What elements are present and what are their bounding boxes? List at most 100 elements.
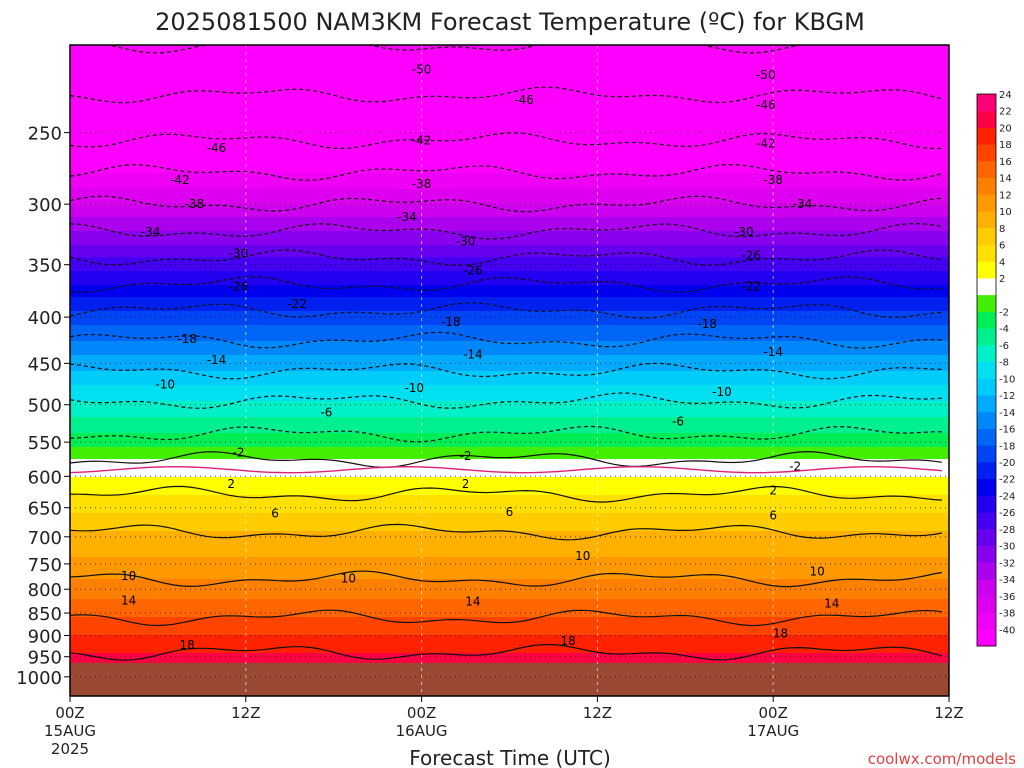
heatmap-band	[70, 569, 949, 572]
heatmap-band	[70, 111, 949, 114]
colorbar-label: 8	[999, 224, 1005, 235]
contour-labels: -50 -50 -46 -46 -46 -42 -42 -42 -38 -38 -38 -34 -34 -…	[121, 63, 839, 652]
heatmap-band	[70, 153, 949, 156]
contour-label: -42	[412, 133, 432, 147]
heatmap-band	[70, 585, 949, 588]
heatmap-band	[70, 483, 949, 486]
heatmap-band	[70, 349, 949, 352]
contour-label: -42	[170, 173, 190, 187]
heatmap-band	[70, 305, 949, 308]
colorbar-swatch	[977, 478, 996, 496]
colorbar: -40-38-36-34-32-30-28-26-24-22-20-18-16-…	[976, 90, 1015, 647]
contour-label: -2	[789, 459, 801, 473]
heatmap-band	[70, 657, 949, 660]
heatmap-band	[70, 221, 949, 224]
heatmap-band	[70, 359, 949, 362]
heatmap-band	[70, 625, 949, 628]
heatmap-band	[70, 391, 949, 394]
colorbar-label: -20	[999, 458, 1015, 469]
heatmap-band	[70, 171, 949, 174]
x-tick-date: 15AUG	[44, 722, 96, 740]
heatmap-band	[70, 157, 949, 160]
y-tick-label: 450	[28, 354, 62, 375]
colorbar-label: -34	[999, 575, 1015, 586]
contour-label: 14	[465, 594, 480, 608]
contour-label: -18	[177, 332, 197, 346]
heatmap-band	[70, 137, 949, 140]
colorbar-label: -12	[999, 391, 1015, 402]
heatmap-band	[70, 151, 949, 154]
x-tick-label: 12Z	[934, 704, 963, 722]
heatmap-band	[70, 317, 949, 320]
heatmap-band	[70, 535, 949, 538]
colorbar-swatch	[977, 629, 996, 647]
heatmap-band	[70, 469, 949, 472]
heatmap-band	[70, 233, 949, 236]
heatmap-band	[70, 65, 949, 68]
heatmap-band	[70, 357, 949, 360]
heatmap-band	[70, 245, 949, 248]
heatmap-band	[70, 87, 949, 90]
contour-line	[70, 523, 943, 541]
contour-label: -34	[397, 210, 417, 224]
colorbar-swatch	[977, 127, 996, 145]
surface-terrain	[70, 662, 949, 696]
colorbar-label: 22	[999, 107, 1012, 118]
heatmap-band	[70, 439, 949, 442]
heatmap-band	[70, 149, 949, 152]
contour-label: -10	[404, 381, 424, 395]
x-tick-date: 17AUG	[747, 722, 799, 740]
colorbar-swatch	[977, 311, 996, 329]
heatmap-band	[70, 617, 949, 620]
heatmap-band	[70, 73, 949, 76]
heatmap-band	[70, 187, 949, 190]
heatmap-band	[70, 355, 949, 358]
heatmap-band	[70, 93, 949, 96]
heatmap-band	[70, 551, 949, 554]
y-tick-label: 300	[28, 195, 62, 216]
heatmap-band	[70, 313, 949, 316]
colorbar-label: -10	[999, 374, 1015, 385]
contour-label: -18	[697, 317, 717, 331]
heatmap-band	[70, 379, 949, 382]
contour-label: -38	[763, 173, 783, 187]
contour-line	[70, 164, 943, 181]
heatmap-band	[70, 101, 949, 104]
heatmap-band	[70, 155, 949, 158]
heatmap-band	[70, 47, 949, 50]
colorbar-swatch	[977, 462, 996, 480]
heatmap-band	[70, 343, 949, 346]
contour-label: 2	[769, 483, 777, 497]
heatmap-band	[70, 455, 949, 458]
heatmap-band	[70, 611, 949, 614]
colorbar-swatch	[977, 110, 996, 128]
colorbar-swatch	[977, 545, 996, 563]
heatmap-band	[70, 59, 949, 62]
heatmap-band	[70, 161, 949, 164]
heatmap-band	[70, 573, 949, 576]
colorbar-swatch	[977, 144, 996, 162]
colorbar-swatch	[977, 344, 996, 363]
heatmap-band	[70, 409, 949, 412]
heatmap-band	[70, 295, 949, 298]
contour-label: 10	[341, 571, 356, 585]
heatmap-band	[70, 361, 949, 364]
heatmap-band	[70, 519, 949, 522]
heatmap-band	[70, 479, 949, 482]
heatmap-band	[70, 267, 949, 270]
heatmap-band	[70, 529, 949, 532]
heatmap-band	[70, 601, 949, 604]
heatmap-band	[70, 215, 949, 218]
y-tick-label: 750	[28, 555, 62, 576]
heatmap-band	[70, 403, 949, 406]
contour-label: 18	[560, 634, 575, 648]
heatmap-band	[70, 485, 949, 488]
heatmap-band	[70, 83, 949, 86]
heatmap-band	[70, 251, 949, 254]
heatmap-band	[70, 367, 949, 370]
heatmap-band	[70, 581, 949, 584]
contour-label: 6	[271, 507, 279, 521]
heatmap-band	[70, 419, 949, 422]
heatmap-band	[70, 465, 949, 468]
heatmap-band	[70, 207, 949, 210]
